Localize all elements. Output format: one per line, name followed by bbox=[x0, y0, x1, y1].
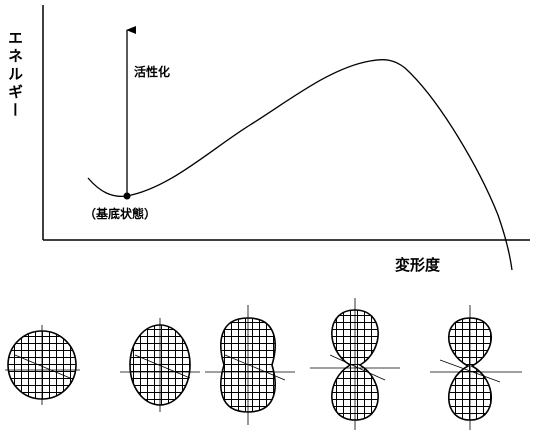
activation-label: 活性化 bbox=[134, 64, 170, 79]
ground-state-label: （基底状態） bbox=[84, 206, 156, 221]
energy-curve bbox=[88, 60, 512, 270]
nucleus-shapes bbox=[5, 298, 522, 430]
x-axis-label: 変形度 bbox=[395, 256, 441, 274]
diagram: エネルギー 変形度 活性化 （基底状態） (() => { const data… bbox=[0, 0, 539, 433]
ground-state-point bbox=[124, 193, 131, 200]
y-axis-label: エネルギー bbox=[6, 30, 24, 120]
